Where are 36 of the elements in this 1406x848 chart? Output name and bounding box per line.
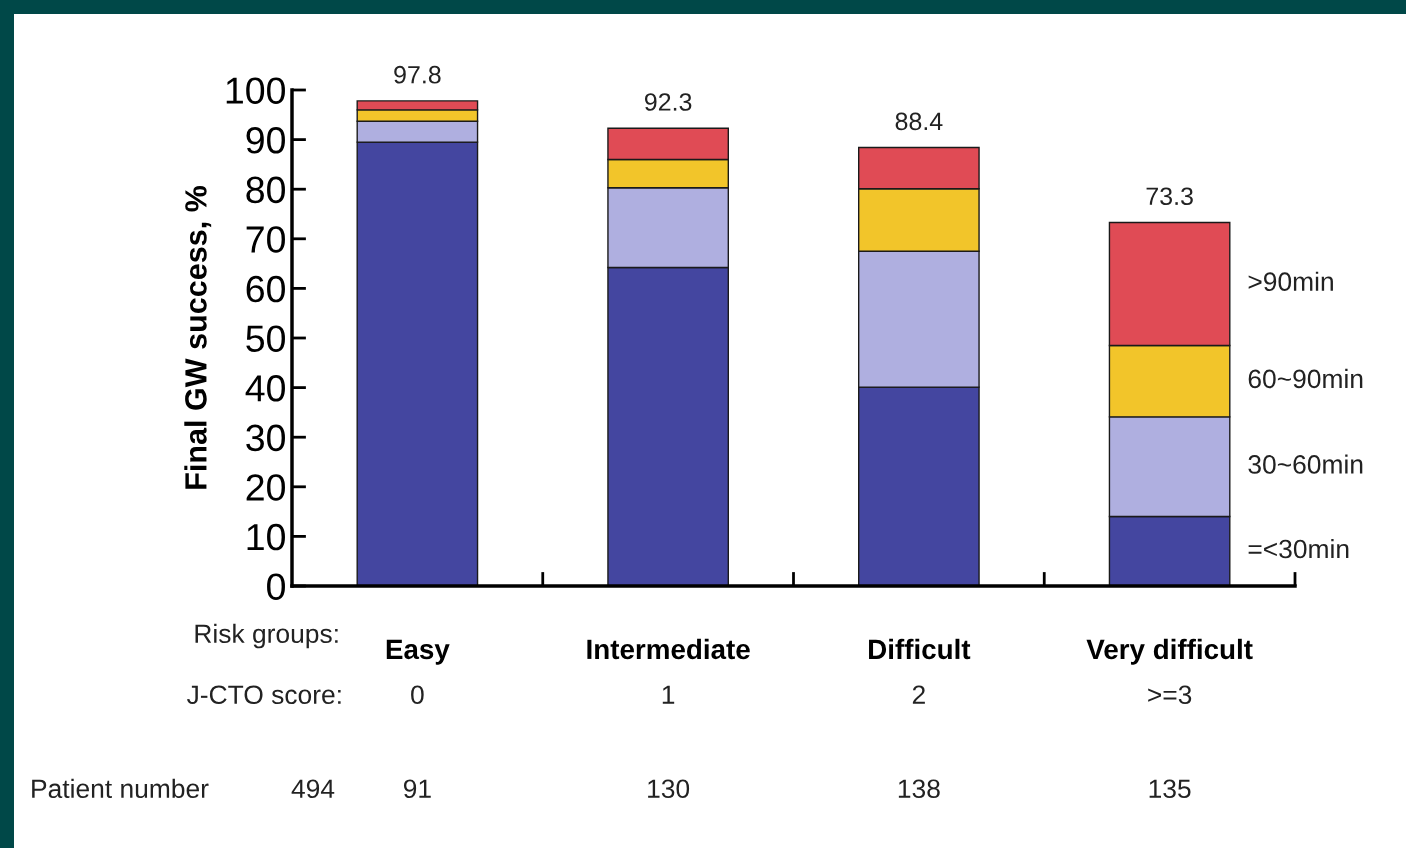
y-tick-label: 100: [226, 77, 285, 104]
text: 138: [898, 779, 940, 799]
total-label: 92.3: [644, 93, 692, 111]
y-tick-label: 40: [245, 375, 285, 402]
y-tick-label: 0: [267, 573, 285, 600]
total-label: 73.3: [1146, 187, 1193, 206]
text: J-CTO score:: [187, 685, 341, 705]
text: 91: [403, 779, 431, 799]
series-label: >90min: [1248, 271, 1333, 292]
y-tick-label: 50: [246, 325, 285, 352]
text: Risk groups:: [195, 623, 338, 649]
y-tick-label: 60: [246, 275, 285, 303]
text: 130: [648, 779, 690, 799]
x-tick-label: Easy: [386, 639, 450, 665]
y-tick-label: 90: [246, 127, 285, 154]
text: Patient number: [32, 778, 209, 799]
series-label: 30~60min: [1248, 454, 1363, 474]
y-axis-title: Final GW success, %: [184, 185, 212, 489]
y-tick-label: 80: [246, 176, 285, 204]
series-label: 60~90min: [1248, 368, 1363, 389]
text: >=3: [1148, 685, 1192, 705]
x-tick-label: Difficult: [869, 638, 971, 660]
text: 1: [662, 685, 675, 704]
y-tick-label: 20: [246, 474, 285, 501]
text: 0: [411, 685, 424, 705]
x-tick-label: Intermediate: [587, 638, 750, 660]
text: 135: [1149, 779, 1191, 799]
y-tick-label: 10: [247, 523, 285, 551]
y-tick-label: 70: [246, 226, 285, 253]
text: 494: [291, 779, 335, 799]
text: 2: [912, 685, 925, 704]
total-label: 88.4: [895, 112, 943, 131]
y-tick-label: 30: [246, 424, 285, 452]
total-label: 97.8: [394, 65, 441, 84]
series-label: =<30min: [1248, 538, 1349, 559]
x-tick-label: Very difficult: [1086, 638, 1253, 665]
